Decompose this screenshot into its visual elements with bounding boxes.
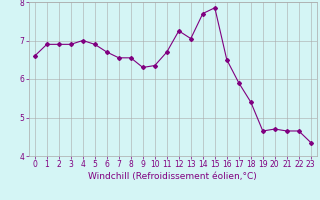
X-axis label: Windchill (Refroidissement éolien,°C): Windchill (Refroidissement éolien,°C) [88,172,257,181]
